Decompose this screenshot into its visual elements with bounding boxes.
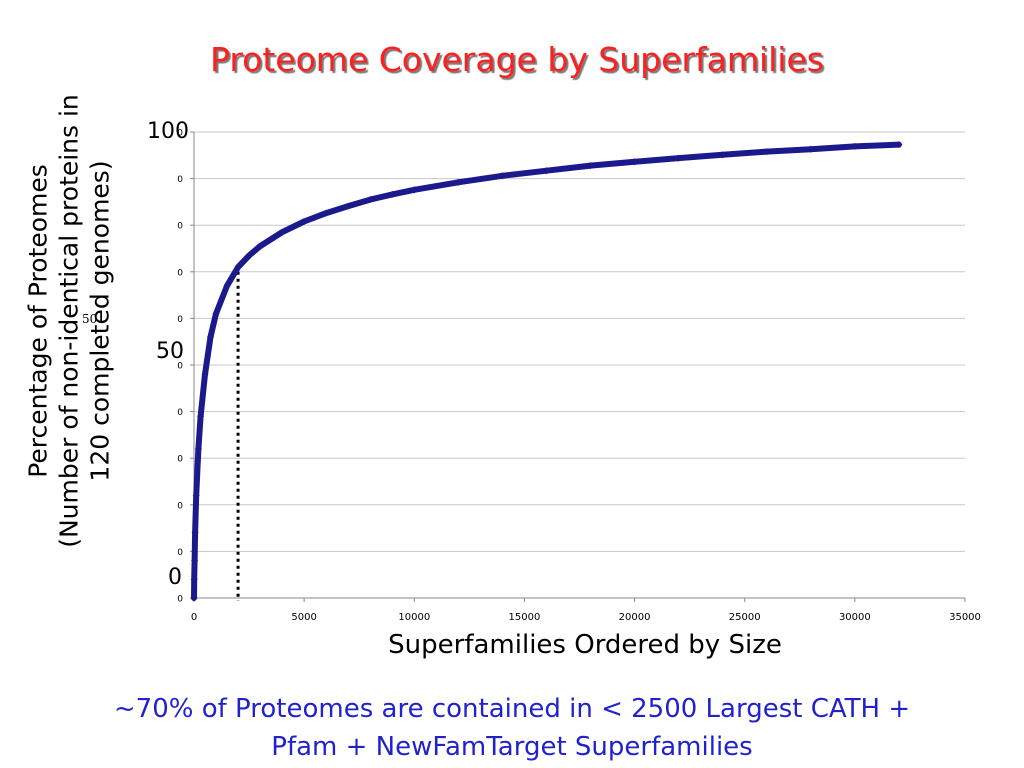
x-tick-label: 35000 xyxy=(949,612,981,623)
y-overlay-label-bottom: 0 xyxy=(168,565,182,590)
data-point xyxy=(895,141,903,149)
y-tick-label: 0 xyxy=(177,129,183,139)
y-tick-label: 0 xyxy=(177,595,183,605)
data-point xyxy=(190,575,198,583)
y-overlay-label-small: 50 xyxy=(82,312,98,326)
caption: ~70% of Proteomes are contained in < 250… xyxy=(0,690,1024,766)
data-point xyxy=(278,228,286,236)
x-tick-label: 30000 xyxy=(839,612,871,623)
data-point xyxy=(851,142,859,150)
y-tick-label: 0 xyxy=(177,222,183,232)
data-point xyxy=(498,172,506,180)
data-point xyxy=(322,209,330,217)
y-tick-label: 0 xyxy=(177,315,183,325)
data-point xyxy=(234,263,242,271)
data-point xyxy=(586,162,595,170)
data-point xyxy=(245,251,253,260)
data-point xyxy=(194,445,202,453)
y-tick-label: 0 xyxy=(177,548,183,558)
data-point xyxy=(206,333,215,341)
data-point xyxy=(197,412,205,420)
data-point xyxy=(763,148,771,156)
x-tick-label: 10000 xyxy=(398,612,430,623)
y-tick-label: 0 xyxy=(177,408,183,418)
gridlines xyxy=(190,131,966,602)
data-point xyxy=(212,310,220,318)
y-tick-label: 0 xyxy=(177,362,183,372)
data-point xyxy=(256,242,264,250)
y-overlay-label-top: 100 xyxy=(147,119,189,144)
data-point xyxy=(344,202,352,210)
data-point xyxy=(191,529,199,537)
y-tick-label: 0 xyxy=(177,268,183,278)
y-tick-labels: 0 0 0 0 0 0 0 0 0 0 0 xyxy=(177,129,183,605)
page-title: Proteome Coverage by Superfamilies xyxy=(210,40,824,79)
y-axis-label-line2: (Number of non-identical proteins in xyxy=(54,94,84,548)
x-tick-label: 25000 xyxy=(729,612,761,623)
x-tick-label: 20000 xyxy=(619,612,651,623)
caption-line1: ~70% of Proteomes are contained in < 250… xyxy=(113,694,911,724)
y-axis-label: Percentage of Proteomes (Number of non-i… xyxy=(23,94,116,548)
y-tick-label: 0 xyxy=(177,501,183,511)
data-point xyxy=(388,190,396,198)
data-point xyxy=(223,282,231,290)
data-point xyxy=(807,145,815,153)
data-point xyxy=(542,167,551,175)
data-point xyxy=(201,370,209,378)
data-point xyxy=(191,557,199,565)
data-point xyxy=(192,491,200,500)
x-tick-label: 0 xyxy=(191,612,197,623)
data-point xyxy=(631,158,639,166)
data-point xyxy=(454,178,462,186)
x-tick-labels: 0 5000 10000 15000 20000 25000 30000 35000 xyxy=(191,612,981,623)
data-point xyxy=(410,186,418,194)
x-tick-label: 15000 xyxy=(509,612,541,623)
y-axis-label-line3: 120 completed genomes) xyxy=(85,160,115,482)
caption-line2: Pfam + NewFamTarget Superfamilies xyxy=(271,732,753,762)
y-tick-label: 0 xyxy=(177,455,183,465)
data-point xyxy=(675,154,683,162)
y-overlay-label-middle: 50 xyxy=(156,339,184,364)
series-line xyxy=(191,141,902,601)
data-point xyxy=(719,151,727,159)
x-axis-label: Superfamilies Ordered by Size xyxy=(388,630,782,660)
series-group xyxy=(190,141,903,602)
y-tick-label: 0 xyxy=(177,175,183,185)
data-point xyxy=(300,217,308,226)
data-point xyxy=(190,594,198,602)
data-point xyxy=(366,196,374,204)
y-axis-label-line1: Percentage of Proteomes xyxy=(23,164,53,478)
x-tick-label: 5000 xyxy=(291,612,316,623)
